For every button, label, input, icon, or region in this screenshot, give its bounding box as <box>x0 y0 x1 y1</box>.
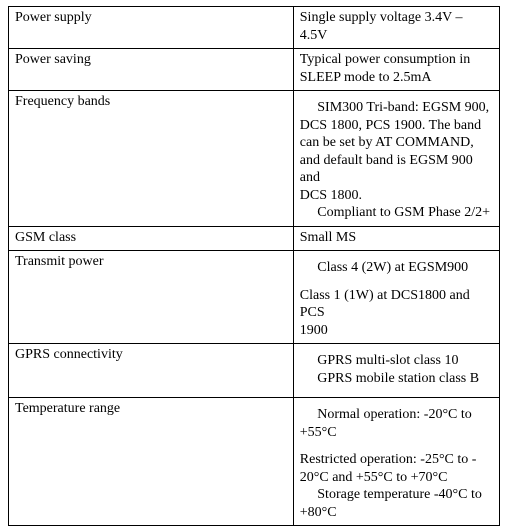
value-line: Normal operation: -20°C to <box>300 406 493 424</box>
row-label: GPRS connectivity <box>9 344 294 398</box>
row-label: Power supply <box>9 7 294 49</box>
table-row: Power supplySingle supply voltage 3.4V –… <box>9 7 500 49</box>
value-line: Restricted operation: -25°C to - <box>300 451 493 469</box>
gap <box>300 277 493 287</box>
table-row: Temperature range Normal operation: -20°… <box>9 398 500 526</box>
value-line: Small MS <box>300 229 493 247</box>
spec-table-body: Power supplySingle supply voltage 3.4V –… <box>9 7 500 526</box>
value-line: DCS 1800, PCS 1900. The band <box>300 117 493 135</box>
value-line: Typical power consumption in <box>300 51 493 69</box>
row-value: Class 4 (2W) at EGSM900 Class 1 (1W) at D… <box>293 251 499 344</box>
table-row: GPRS connectivity GPRS multi-slot class … <box>9 344 500 398</box>
row-value: SIM300 Tri-band: EGSM 900,DCS 1800, PCS … <box>293 91 499 227</box>
spec-table: Power supplySingle supply voltage 3.4V –… <box>8 6 500 526</box>
row-label: GSM class <box>9 226 294 251</box>
value-line: Class 1 (1W) at DCS1800 and PCS <box>300 287 493 322</box>
value-line: 20°C and +55°C to +70°C <box>300 469 493 487</box>
table-row: GSM class Small MS <box>9 226 500 251</box>
table-row: Frequency bands SIM300 Tri-band: EGSM 90… <box>9 91 500 227</box>
row-label: Temperature range <box>9 398 294 526</box>
gap <box>300 441 493 451</box>
value-line: DCS 1800. <box>300 187 493 205</box>
row-label: Frequency bands <box>9 91 294 227</box>
page: Power supplySingle supply voltage 3.4V –… <box>0 0 508 507</box>
table-row: Transmit power Class 4 (2W) at EGSM900Cl… <box>9 251 500 344</box>
row-label: Transmit power <box>9 251 294 344</box>
row-value: Typical power consumption inSLEEP mode t… <box>293 49 499 91</box>
value-line: +80°C <box>300 504 493 522</box>
value-line: 1900 <box>300 322 493 340</box>
table-row: Power savingTypical power consumption in… <box>9 49 500 91</box>
row-label: Power saving <box>9 49 294 91</box>
value-line: Class 4 (2W) at EGSM900 <box>300 259 493 277</box>
value-line: SLEEP mode to 2.5mA <box>300 69 493 87</box>
row-value: Normal operation: -20°C to+55°C Restricte… <box>293 398 499 526</box>
value-line: and default band is EGSM 900 and <box>300 152 493 187</box>
value-line: SIM300 Tri-band: EGSM 900, <box>300 99 493 117</box>
gap <box>300 387 493 393</box>
row-value: GPRS multi-slot class 10 GPRS mobile sta… <box>293 344 499 398</box>
value-line: can be set by AT COMMAND, <box>300 134 493 152</box>
value-line: GPRS mobile station class B <box>300 370 493 388</box>
row-value: Single supply voltage 3.4V – 4.5V <box>293 7 499 49</box>
value-line: Single supply voltage 3.4V – 4.5V <box>300 9 493 44</box>
value-line: GPRS multi-slot class 10 <box>300 352 493 370</box>
value-line: +55°C <box>300 424 493 442</box>
row-value: Small MS <box>293 226 499 251</box>
value-line: Compliant to GSM Phase 2/2+ <box>300 204 493 222</box>
value-line: Storage temperature -40°C to <box>300 486 493 504</box>
